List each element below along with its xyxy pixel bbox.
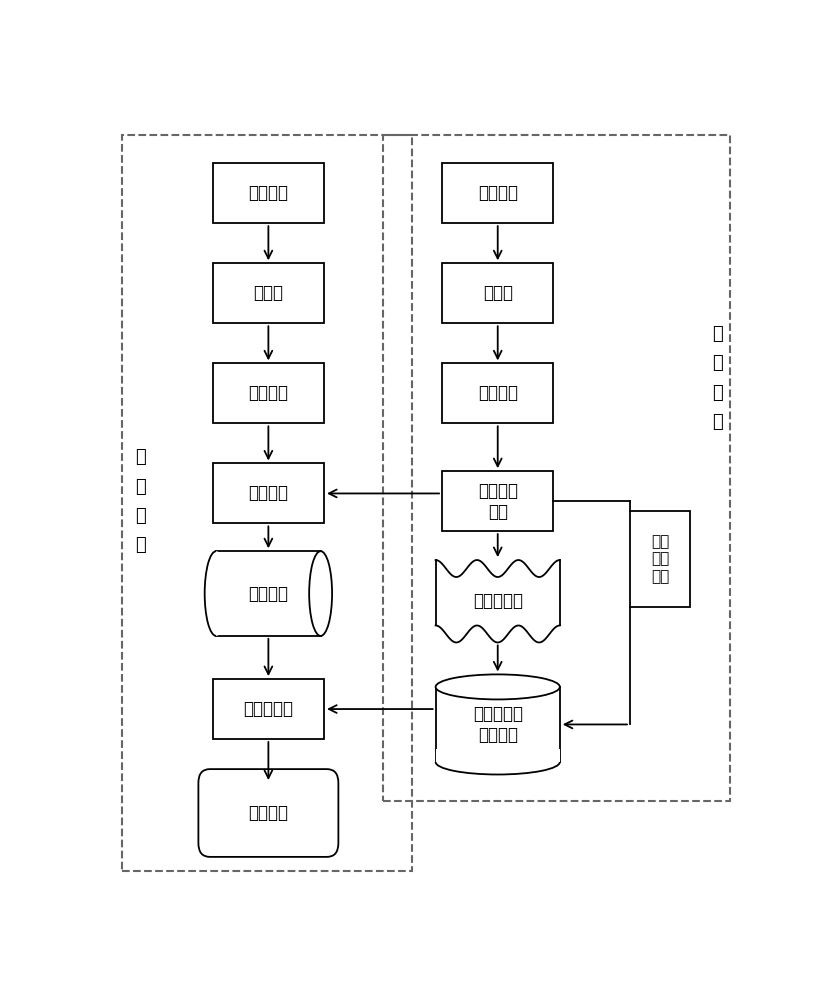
Text: 特征提取: 特征提取: [248, 384, 289, 402]
FancyBboxPatch shape: [442, 163, 553, 223]
FancyBboxPatch shape: [213, 679, 324, 739]
Text: 归一化: 归一化: [483, 284, 513, 302]
Text: 注
册
过
程: 注 册 过 程: [712, 325, 723, 431]
FancyBboxPatch shape: [630, 511, 690, 607]
Ellipse shape: [309, 551, 332, 636]
FancyBboxPatch shape: [442, 471, 553, 531]
FancyBboxPatch shape: [213, 163, 324, 223]
FancyBboxPatch shape: [442, 363, 553, 423]
Text: 计算
区域
权重: 计算 区域 权重: [651, 534, 669, 584]
Bar: [436, 687, 560, 762]
Bar: [436, 749, 560, 763]
Text: 模板数据库
区域权重: 模板数据库 区域权重: [473, 705, 523, 744]
FancyBboxPatch shape: [213, 463, 324, 523]
Bar: [216, 551, 321, 636]
Ellipse shape: [436, 674, 560, 699]
Text: 特征变换: 特征变换: [248, 484, 289, 502]
Ellipse shape: [205, 551, 228, 636]
Text: 匹配结果: 匹配结果: [248, 804, 289, 822]
Text: 训练投影
矩阵: 训练投影 矩阵: [478, 482, 518, 521]
FancyBboxPatch shape: [213, 263, 324, 323]
Text: 特征提取: 特征提取: [478, 384, 518, 402]
Text: 特征模板: 特征模板: [248, 585, 289, 603]
Text: 图像采集: 图像采集: [478, 184, 518, 202]
Text: 相似性度量: 相似性度量: [243, 700, 293, 718]
FancyBboxPatch shape: [442, 263, 553, 323]
Text: 识
别
过
程: 识 别 过 程: [136, 448, 146, 554]
Text: 图像采集: 图像采集: [248, 184, 289, 202]
Text: 增强特征集: 增强特征集: [473, 592, 523, 610]
FancyBboxPatch shape: [213, 363, 324, 423]
FancyBboxPatch shape: [198, 769, 339, 857]
Text: 归一化: 归一化: [253, 284, 284, 302]
